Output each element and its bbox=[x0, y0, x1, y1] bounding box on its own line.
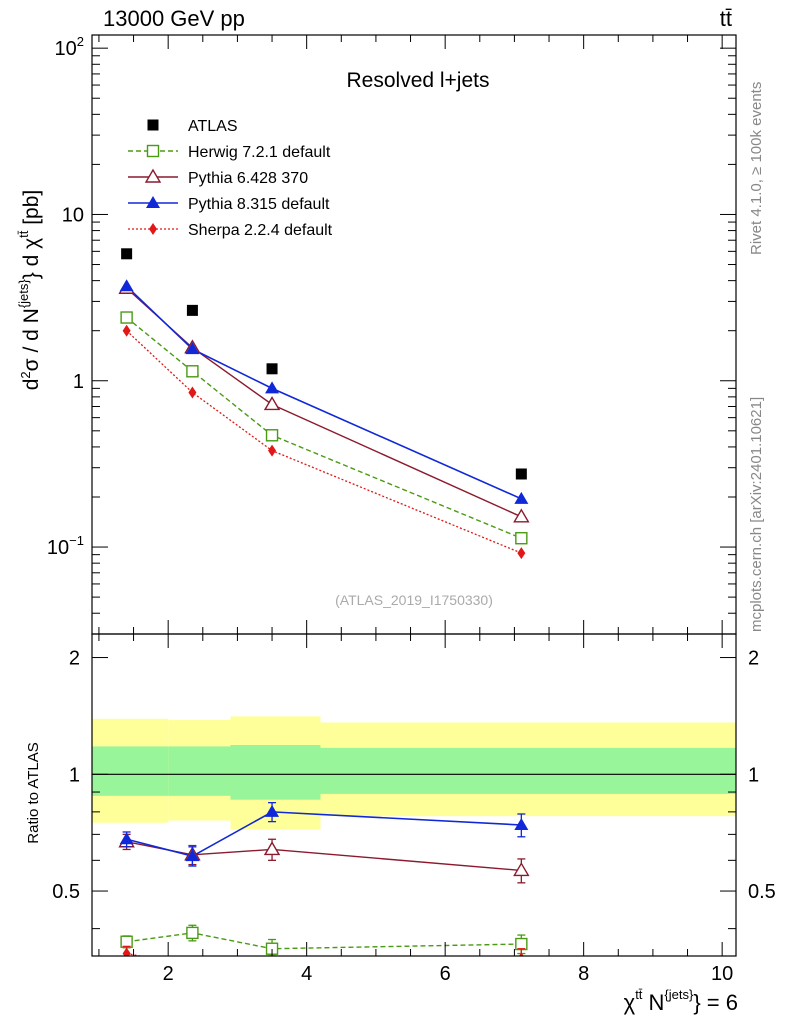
x-tick-label: 10 bbox=[711, 963, 733, 985]
ratio-y-tick-label: 2 bbox=[69, 648, 80, 670]
data-point bbox=[185, 342, 200, 355]
data-point bbox=[120, 311, 133, 324]
data-point bbox=[122, 324, 131, 337]
data-point bbox=[263, 396, 281, 411]
x-tick-label: 2 bbox=[163, 963, 174, 985]
series-line bbox=[126, 287, 522, 518]
ratio-y-tick-label: 1 bbox=[748, 764, 759, 786]
legend-label: Pythia 8.315 default bbox=[188, 196, 330, 213]
x-tick-label: 4 bbox=[301, 963, 312, 985]
x-tick-label: 6 bbox=[440, 963, 451, 985]
legend-label: Herwig 7.2.1 default bbox=[188, 144, 331, 161]
series-line bbox=[126, 285, 522, 500]
atlas-data-point bbox=[266, 363, 278, 375]
ratio-point bbox=[263, 841, 281, 856]
legend-marker bbox=[147, 119, 159, 131]
y-tick-label: 1 bbox=[73, 371, 84, 393]
ratio-point bbox=[518, 952, 524, 956]
y-tick-label: 10 bbox=[62, 204, 84, 226]
ratio-y-tick-label: 0.5 bbox=[748, 881, 776, 903]
ratio-y-tick-label: 1 bbox=[69, 764, 80, 786]
data-point bbox=[265, 381, 280, 394]
legend-label: Pythia 6.428 370 bbox=[188, 170, 308, 187]
ratio-point bbox=[119, 832, 134, 845]
energy-label: 13000 GeV pp bbox=[103, 6, 245, 31]
analysis-id: (ATLAS_2019_I1750330) bbox=[335, 592, 493, 608]
ratio-y-axis-label: Ratio to ATLAS bbox=[25, 742, 42, 843]
ratio-plot: 2 4 6 8 10 0.5 0.5 1 1 2 2 bbox=[52, 633, 776, 985]
y-tick-label: 10−1 bbox=[47, 533, 84, 559]
atlas-data-point bbox=[121, 248, 133, 260]
data-point bbox=[186, 365, 199, 378]
y-tick-label: 102 bbox=[55, 34, 84, 60]
ratio-plot-frame bbox=[91, 633, 737, 957]
y-axis-label-text: d2σ / d N{jets}} d χtt̄ [pb] bbox=[16, 190, 43, 391]
data-point bbox=[517, 547, 526, 560]
ratio-point bbox=[120, 935, 133, 948]
legend: ATLAS Herwig 7.2.1 default Pythia 6.428 37… bbox=[128, 118, 333, 239]
uncertainty-band-inner bbox=[320, 747, 736, 794]
ratio-line bbox=[126, 811, 522, 858]
chart-title: Resolved l+jets bbox=[347, 69, 490, 92]
series-line bbox=[126, 316, 522, 539]
ratio-line bbox=[126, 841, 522, 872]
process-label: tt̄ bbox=[720, 6, 732, 31]
series-line bbox=[126, 330, 522, 554]
atlas-data-point bbox=[186, 304, 198, 316]
ratio-line bbox=[126, 932, 522, 950]
data-point bbox=[513, 508, 530, 523]
uncertainty-band-inner bbox=[92, 746, 169, 796]
x-tick-label: 8 bbox=[578, 963, 589, 985]
y-axis-label: d2σ / d N{jets}} d χtt̄ [pb] bbox=[16, 190, 43, 391]
uncertainty-band-inner bbox=[168, 746, 231, 796]
ratio-point bbox=[515, 937, 528, 951]
ratio-point bbox=[122, 947, 131, 956]
data-point bbox=[265, 429, 279, 442]
main-plot: 10−1 1 10 102 Resolved l+jets (ATLAS_2019_I… bbox=[47, 34, 737, 635]
legend-marker bbox=[146, 144, 160, 158]
x-axis-label: χtt̄ N{jets}} = 6 bbox=[624, 987, 738, 1015]
ratio-point bbox=[265, 804, 280, 817]
legend-label: ATLAS bbox=[188, 118, 238, 135]
source-label: mcplots.cern.ch [arXiv:2401.10621] bbox=[748, 397, 765, 632]
ratio-point bbox=[186, 926, 199, 940]
ratio-y-tick-label: 0.5 bbox=[52, 881, 80, 903]
ratio-point bbox=[513, 862, 530, 877]
legend-marker bbox=[146, 196, 160, 208]
data-point bbox=[188, 386, 197, 399]
data-point bbox=[514, 491, 529, 504]
rivet-label: Rivet 4.1.0, ≥ 100k events bbox=[748, 82, 765, 255]
legend-marker bbox=[144, 168, 162, 183]
legend-marker bbox=[149, 223, 157, 235]
uncertainty-band-inner bbox=[230, 744, 321, 800]
ratio-point bbox=[185, 849, 200, 862]
ratio-point bbox=[268, 960, 276, 972]
data-point bbox=[119, 279, 134, 292]
ratio-point bbox=[514, 818, 529, 831]
ratio-y-tick-label: 2 bbox=[748, 648, 759, 670]
data-point bbox=[515, 532, 528, 545]
legend-label: Sherpa 2.2.4 default bbox=[188, 222, 333, 239]
data-point bbox=[268, 444, 277, 457]
atlas-data-point bbox=[515, 468, 527, 480]
ratio-point bbox=[188, 960, 196, 972]
